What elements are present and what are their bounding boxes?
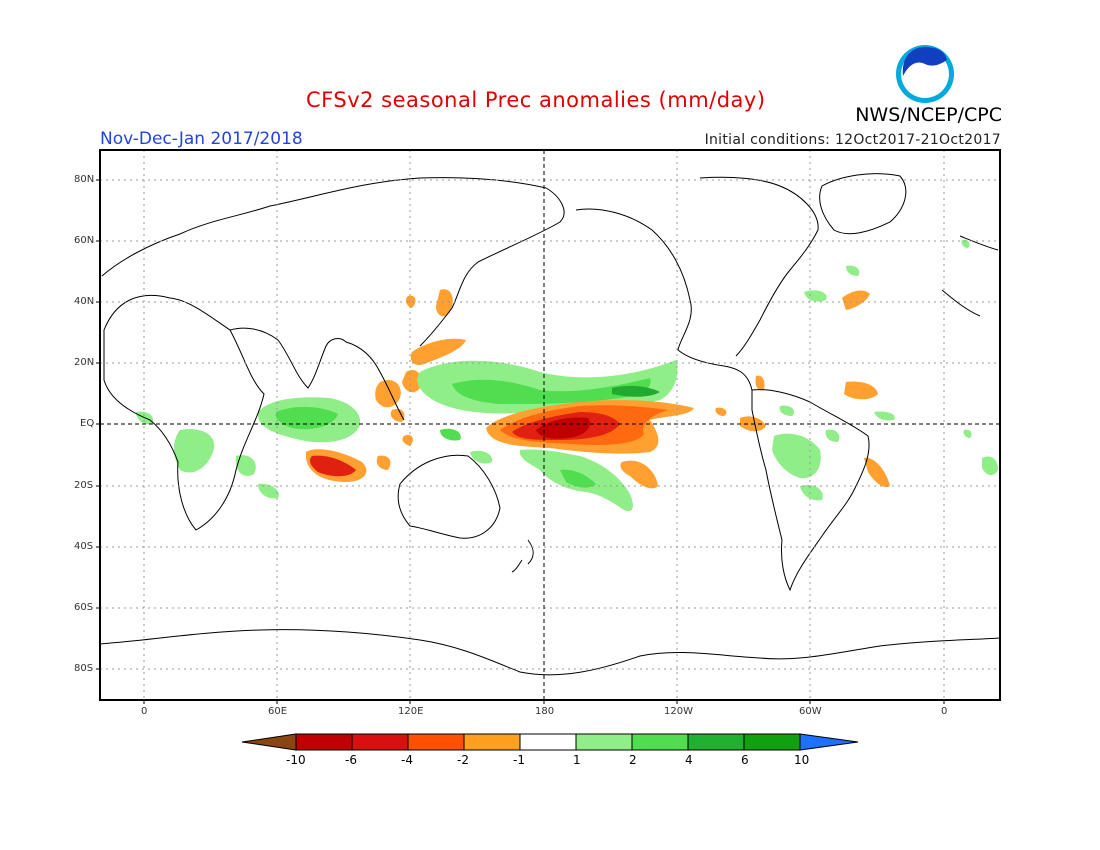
lon-label: 0 [941,706,948,717]
wet-area-south-america [772,433,821,479]
colorbar-bin [407,733,465,751]
svg-text:NOAA: NOAA [911,65,940,75]
colorbar-bin [743,733,801,751]
colorbar-bin [631,733,689,751]
lat-label: EQ [80,418,95,429]
colorbar-label: -4 [401,753,413,767]
anomaly-shading [136,239,998,512]
lat-label: 60S [74,602,94,613]
lat-label: 60N [74,235,95,246]
reference-lines [100,150,1000,700]
lon-label: 0 [141,706,148,717]
dry-area-north-atlantic [842,290,870,310]
map-frame [99,149,1001,701]
coastlines [99,173,1001,676]
colorbar-bin [463,733,521,751]
dry-area-west-pacific [410,338,466,366]
colorbar-bin [351,733,409,751]
colorbar-label: -6 [345,753,357,767]
colorbar-label: 4 [685,753,693,767]
initial-conditions: Initial conditions: 12Oct2017-21Oct2017 [704,132,1001,148]
colorbar-low-arrow [241,733,297,751]
lat-label: 40S [74,541,94,552]
colorbar-label: 10 [794,753,810,767]
lon-label: 180 [535,706,555,717]
graticule [100,150,1000,700]
lat-label: 40N [74,296,95,307]
colorbar [241,733,859,751]
lon-label: 120E [398,706,424,717]
agency-label: NWS/NCEP/CPC [855,104,1002,126]
lat-label: 80S [74,663,94,674]
colorbar-high-arrow [799,733,859,751]
colorbar-label: -2 [457,753,469,767]
colorbar-label: 2 [629,753,637,767]
lon-label: 120W [664,706,693,717]
colorbar-bin [687,733,745,751]
lat-label: 20S [74,480,94,491]
lat-label: 80N [74,174,95,185]
lon-label: 60W [799,706,822,717]
colorbar-label: 1 [573,753,581,767]
colorbar-label: -10 [286,753,306,767]
lon-label: 60E [268,706,288,717]
map-title: CFSv2 seasonal Prec anomalies (mm/day) [306,88,766,112]
noaa-logo: NOAA [896,45,954,103]
season-subtitle: Nov-Dec-Jan 2017/2018 [100,129,303,149]
lat-label: 20N [74,357,95,368]
colorbar-bin [519,733,577,751]
colorbar-label: -1 [513,753,525,767]
colorbar-bin [575,733,633,751]
colorbar-label: 6 [741,753,749,767]
colorbar-bin [295,733,353,751]
